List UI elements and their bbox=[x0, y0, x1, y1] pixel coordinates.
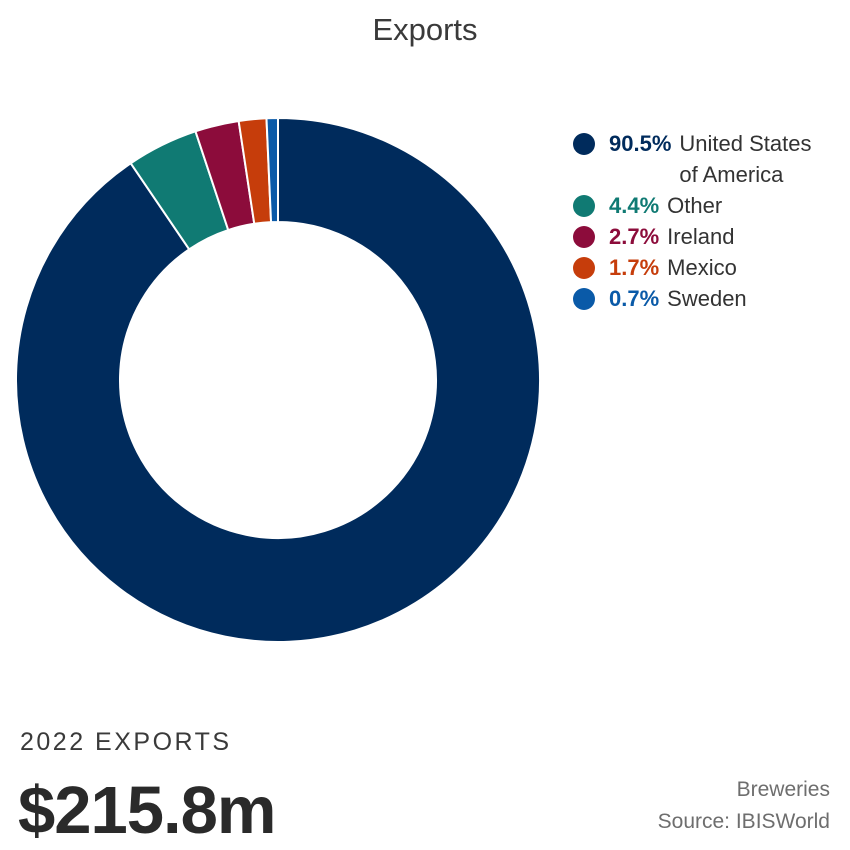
source-credit: Source: IBISWorld bbox=[657, 810, 830, 833]
legend-label: Ireland bbox=[667, 224, 735, 249]
industry-name: Breweries bbox=[736, 778, 830, 801]
exports-year-label: 2022 EXPORTS bbox=[20, 728, 232, 756]
legend-percent: 0.7% bbox=[609, 286, 660, 311]
legend-item-mexico: 1.7% Mexico bbox=[573, 252, 843, 283]
legend-swatch-icon bbox=[573, 288, 595, 310]
legend-label: Other bbox=[667, 193, 723, 218]
legend-percent: 4.4% bbox=[609, 193, 660, 218]
donut-slice-sweden bbox=[265, 116, 279, 224]
donut-chart bbox=[15, 116, 541, 643]
legend-percent: 1.7% bbox=[609, 255, 660, 280]
exports-total-value: $215.8m bbox=[18, 773, 276, 848]
legend-swatch-icon bbox=[573, 195, 595, 217]
legend-item-ireland: 2.7% Ireland bbox=[573, 221, 843, 252]
legend-swatch-icon bbox=[573, 133, 595, 155]
legend-item-other: 4.4% Other bbox=[573, 190, 843, 221]
legend-label: United States of America bbox=[679, 131, 812, 187]
chart-legend: 90.5% United States of America 4.4% Other 2.… bbox=[573, 128, 843, 314]
donut-slice-united-states-of-america bbox=[15, 116, 541, 643]
legend-percent: 2.7% bbox=[609, 224, 660, 249]
legend-percent: 90.5% bbox=[609, 131, 672, 156]
legend-swatch-icon bbox=[573, 257, 595, 279]
legend-label: Sweden bbox=[667, 286, 747, 311]
legend-label: Mexico bbox=[667, 255, 737, 280]
legend-item-sweden: 0.7% Sweden bbox=[573, 283, 843, 314]
legend-swatch-icon bbox=[573, 226, 595, 248]
legend-item-united-states-of-america: 90.5% United States of America bbox=[573, 128, 843, 190]
chart-title: Exports bbox=[372, 12, 478, 47]
